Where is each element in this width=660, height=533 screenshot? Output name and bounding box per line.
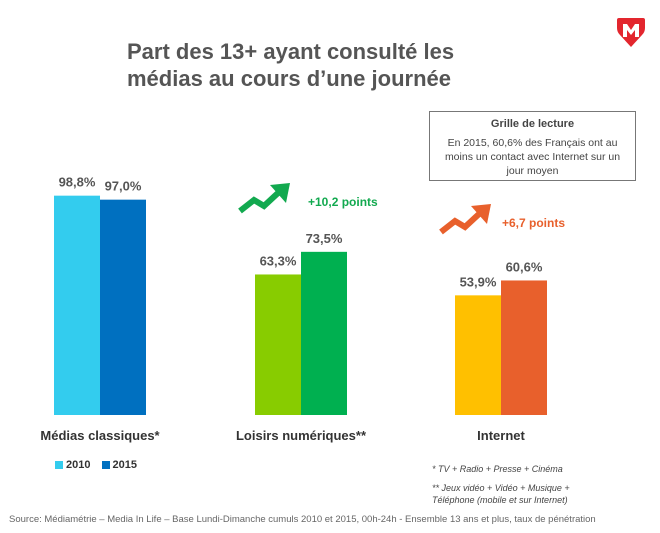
data-label-medias-2010: 98,8% [59,175,96,190]
reading-guide-text: En 2015, 60,6% des Français ont au moins… [444,137,621,177]
chart-title: Part des 13+ ayant consulté les médias a… [127,38,547,92]
footnote-1: * TV + Radio + Presse + Cinéma [432,464,563,474]
delta-internet-label: +6,7 points [502,216,565,230]
trend-arrow-internet-icon-line [439,211,482,235]
trend-arrow-loisirs-icon-head [270,183,290,203]
delta-loisirs-text: +10,2 points [308,195,378,209]
bar-loisirs-2015 [301,251,347,415]
bar-loisirs-2010 [255,274,301,415]
chart-title-line-1: Part des 13+ ayant consulté les [127,39,455,64]
bar-internet-2010 [455,295,501,415]
category-label-loisirs: Loisirs numériques** [235,428,367,443]
data-label-internet-2010: 53,9% [460,274,497,289]
chart-title-line-2: médias au cours d’une journée [127,66,451,91]
footnotes: * TV + Radio + Presse + Cinéma ** Jeux v… [432,463,570,506]
reading-guide-box: Grille de lecture En 2015, 60,6% des Fra… [429,111,636,181]
delta-internet-text: +6,7 points [502,216,566,230]
footnote-2a: ** Jeux vidéo + Vidéo + Musique + [432,483,570,493]
trend-arrow-internet-icon-head [471,204,491,224]
bar-internet-2015 [501,280,547,415]
footnote-2b: Téléphone (mobile et sur Internet) [432,495,568,505]
trend-arrow-loisirs-icon-line [238,190,281,214]
legend-label-2010: 2010 [66,459,91,471]
data-label-loisirs-2010: 63,3% [260,253,297,268]
bar-medias-2015 [100,199,146,415]
legend-label-2015: 2015 [112,459,138,471]
data-label-medias-2015: 97,0% [105,179,142,194]
category-label-internet: Internet [477,428,525,443]
reading-guide-title: Grille de lecture [490,118,575,130]
data-label-loisirs-2015: 73,5% [306,231,343,246]
brand-logo-icon [617,18,645,47]
data-label-internet-2015: 60,6% [506,259,543,274]
category-label-medias: Médias classiques* [40,428,160,443]
legend-item-2015: 2015 [101,459,138,471]
source-note: Source: Médiamétrie – Media In Life – Ba… [9,514,596,525]
legend-item-2010: 2010 [55,459,90,471]
delta-loisirs-label: +10,2 points [308,195,378,209]
legend-swatch-2015 [101,461,110,469]
legend: 2010 2015 [55,459,145,472]
legend-swatch-2010 [55,461,63,469]
bar-medias-2010 [54,195,100,415]
